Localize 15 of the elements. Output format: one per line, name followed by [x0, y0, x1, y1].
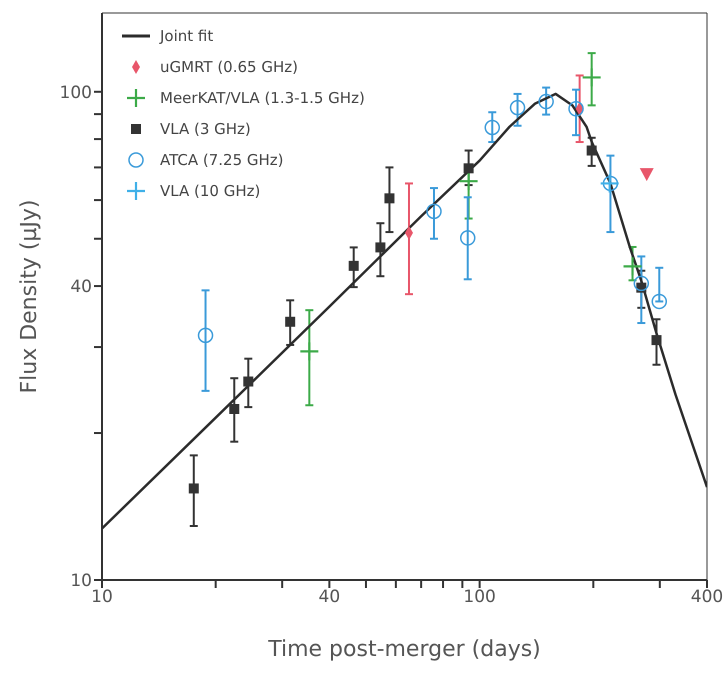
x-tick-label: 40 — [318, 587, 340, 608]
legend-label: ATCA (7.25 GHz) — [160, 150, 284, 168]
legend-label: VLA (10 GHz) — [160, 182, 260, 200]
legend-label: uGMRT (0.65 GHz) — [160, 58, 298, 76]
legend-label: MeerKAT/VLA (1.3-1.5 GHz) — [160, 88, 365, 106]
y-tick-label: 100 — [60, 82, 92, 103]
y-tick-label: 10 — [70, 571, 92, 592]
y-axis-title: Flux Density (μJy) — [16, 199, 42, 394]
x-tick-label: 100 — [463, 587, 496, 608]
y-tick-label: 40 — [70, 277, 92, 298]
x-tick-label: 400 — [690, 587, 724, 608]
legend-label: Joint fit — [160, 26, 214, 44]
x-axis-title: Time post-merger (days) — [267, 637, 541, 662]
x-tick-label: 10 — [91, 587, 113, 608]
legend-label: VLA (3 GHz) — [160, 120, 251, 138]
